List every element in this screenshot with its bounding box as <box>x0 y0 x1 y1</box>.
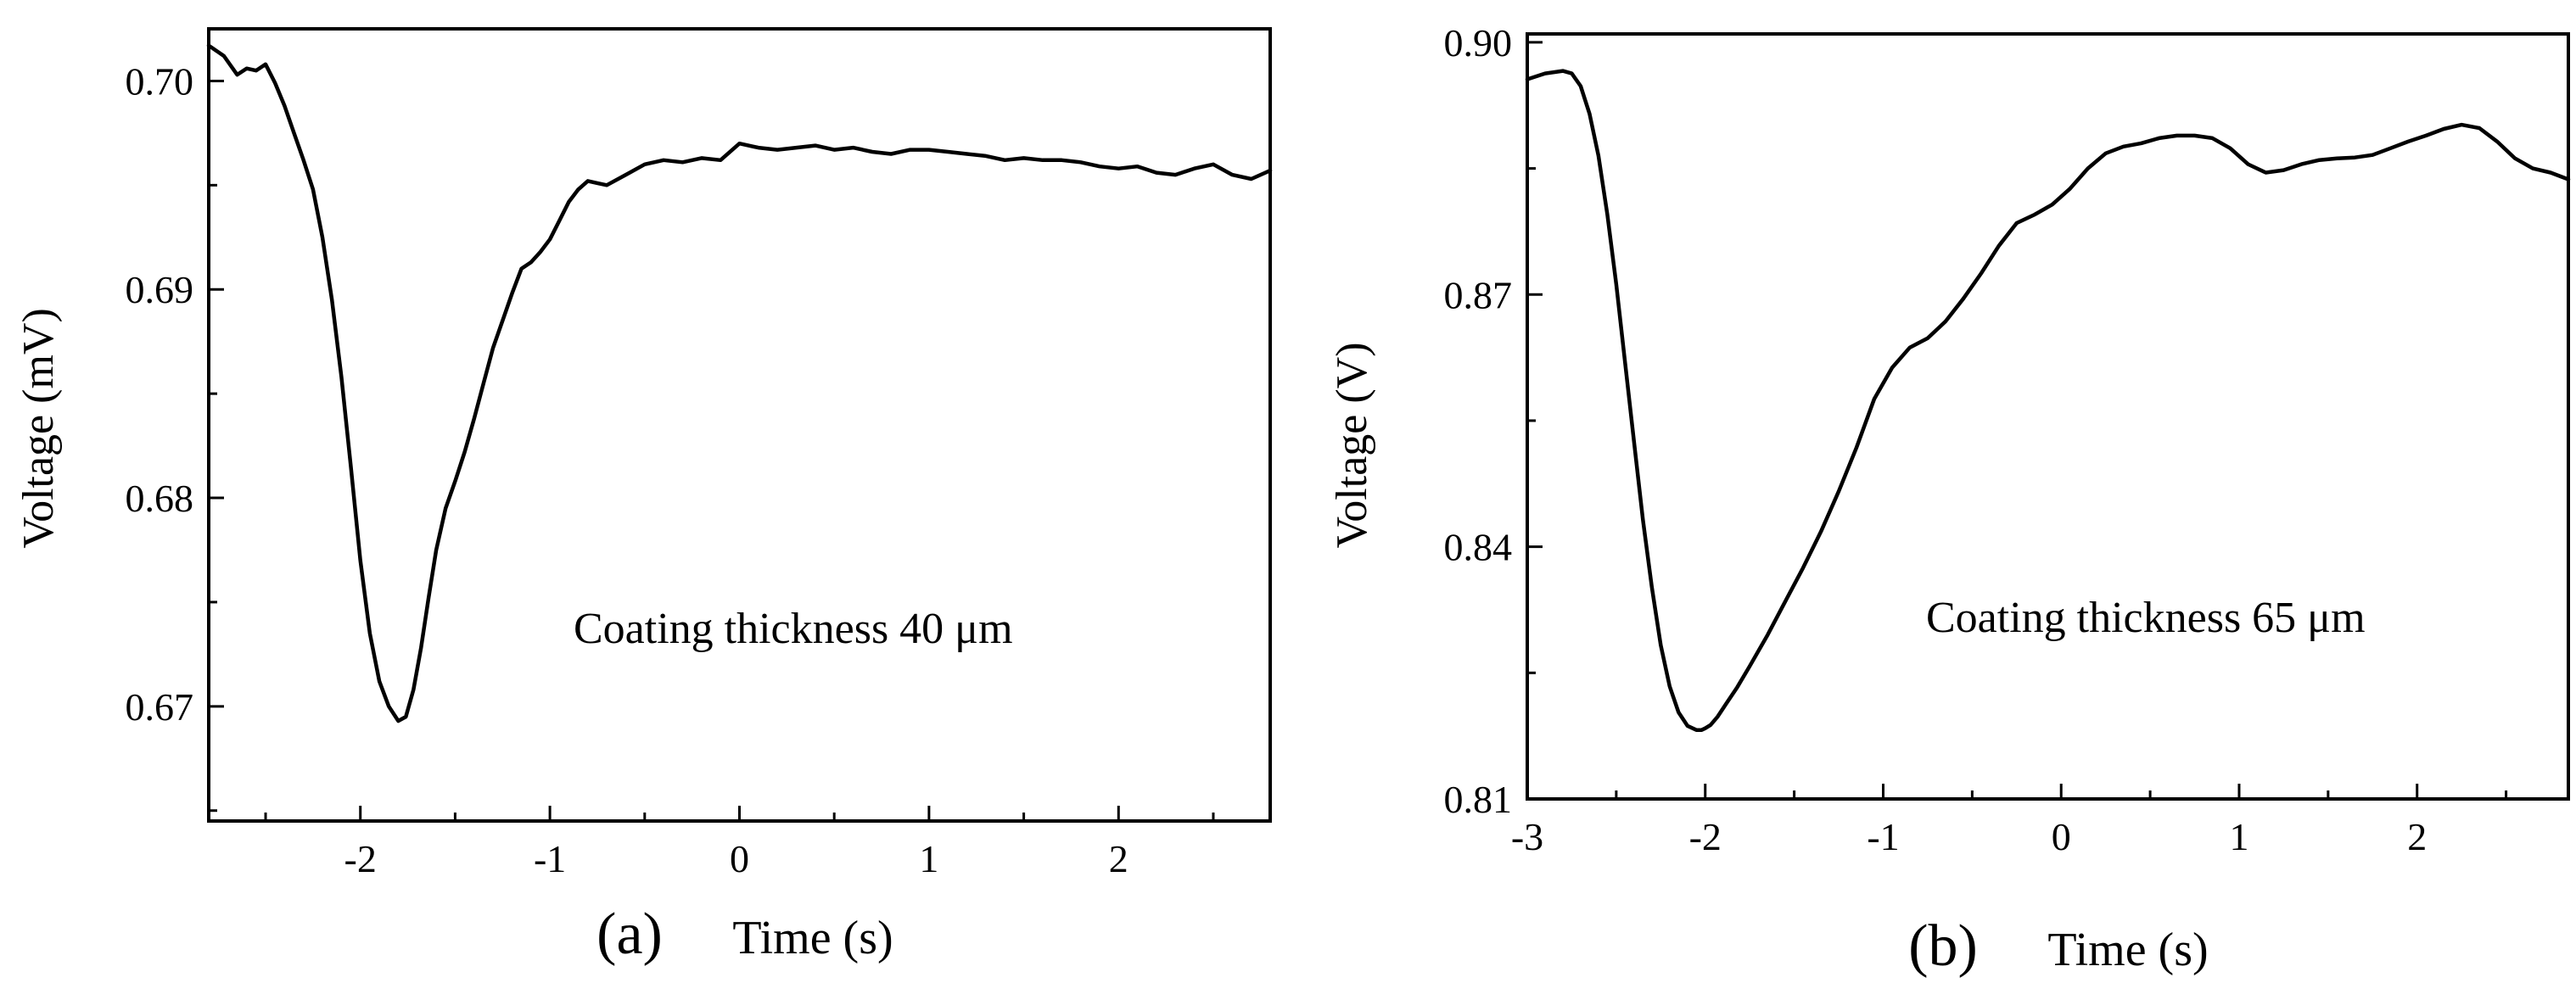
panel-b-x-tick-label: 1 <box>2229 815 2248 858</box>
panel-b-x-tick-label: -3 <box>1511 815 1543 858</box>
panel-b: -3 -2 -1 0 1 2 0.81 0.84 0.87 0.90 Voltage (V) Co… <box>1328 21 2571 979</box>
panel-a-curve-layer <box>206 43 1273 723</box>
panel-a-x-axis-label: Time (s) <box>732 912 893 964</box>
panel-b-curve-layer <box>1525 69 2571 732</box>
panel-b-x-tick-label: -1 <box>1867 815 1899 858</box>
panel-b-x-tick-label: -2 <box>1689 815 1722 858</box>
panel-a-y-tick-label: 0.67 <box>126 685 194 729</box>
panel-b-y-tick-label: 0.81 <box>1444 778 1513 821</box>
panel-b-plot-frame <box>1526 32 2570 801</box>
panel-a-y-axis-label: Voltage (mV) <box>14 308 63 549</box>
panel-b-x-axis-label: Time (s) <box>2047 924 2208 976</box>
panel-b-y-tick-label: 0.87 <box>1444 273 1513 316</box>
panel-a-x-tick-label: -1 <box>534 837 566 880</box>
panel-b-series-line <box>1525 69 2571 732</box>
panel-b-x-tick-label: 2 <box>2407 815 2427 858</box>
panel-a-x-tick-label: 1 <box>919 837 938 880</box>
panel-b-label: (b) <box>1908 913 1978 979</box>
panel-a-annotation: Coating thickness 40 μm <box>574 605 1013 653</box>
panel-a: -2 -1 0 1 2 0.67 0.68 0.69 0.70 Voltage (mV) Coa… <box>14 27 1273 967</box>
panel-a-y-tick-label: 0.69 <box>126 268 194 311</box>
panel-a-y-tick-label: 0.70 <box>126 59 194 103</box>
panel-b-y-tick-label: 0.84 <box>1444 526 1513 569</box>
panel-a-y-tick-label: 0.68 <box>126 477 194 520</box>
panel-b-y-axis-label: Voltage (V) <box>1328 342 1376 548</box>
panel-a-series-line <box>206 43 1273 723</box>
panel-a-x-tick-label: -2 <box>344 837 377 880</box>
panel-b-y-tick-label: 0.90 <box>1444 21 1513 64</box>
panel-a-label: (a) <box>596 902 663 967</box>
panel-b-annotation: Coating thickness 65 μm <box>1926 594 2366 642</box>
panel-a-ticks: -2 -1 0 1 2 0.67 0.68 0.69 0.70 <box>126 59 1215 880</box>
panel-b-ticks: -3 -2 -1 0 1 2 0.81 0.84 0.87 0.90 <box>1444 21 2508 858</box>
panel-a-x-tick-label: 0 <box>730 837 749 880</box>
panel-a-plot-frame <box>207 27 1272 823</box>
panel-a-x-tick-label: 2 <box>1109 837 1128 880</box>
panel-b-x-tick-label: 0 <box>2052 815 2071 858</box>
